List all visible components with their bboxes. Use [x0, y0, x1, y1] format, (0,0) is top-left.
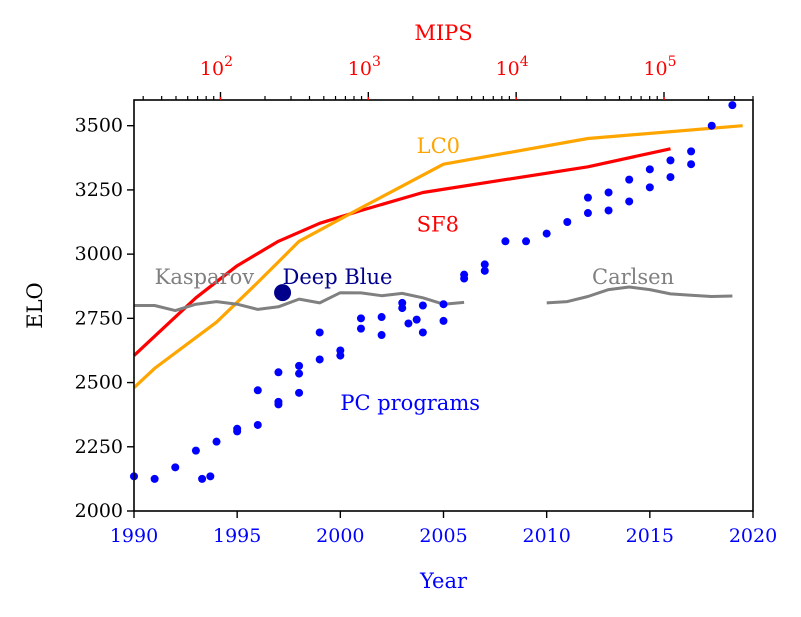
- pc-programs-point: [295, 369, 304, 378]
- kasparov-label: Kasparov: [155, 265, 255, 289]
- top-axis-title: MIPS: [414, 21, 472, 45]
- pc-programs-point: [295, 388, 304, 397]
- top-tick-exponent: 3: [372, 54, 381, 70]
- top-tick-label: 105: [643, 54, 676, 80]
- top-tick-base: 10: [348, 58, 372, 80]
- y-tick-label: 2000: [75, 500, 123, 522]
- x-tick-label: 2010: [522, 525, 570, 547]
- carlsen-line: [546, 285, 733, 305]
- x-tick-label: 2000: [316, 525, 364, 547]
- pc-programs-point: [480, 260, 489, 269]
- pc-programs-point: [439, 316, 448, 325]
- pc-programs-point: [645, 165, 654, 174]
- lc0-label: LC0: [417, 134, 460, 158]
- pc-programs-point: [274, 397, 283, 406]
- x-tick-label: 2005: [419, 525, 467, 547]
- pc-programs-point: [563, 218, 572, 227]
- pc-programs-point: [336, 346, 345, 355]
- kasparov-line: [134, 291, 465, 313]
- x-tick-label: 2015: [626, 525, 674, 547]
- pc-programs-point: [233, 424, 242, 433]
- sf8-label: SF8: [417, 212, 459, 236]
- carlsen-label: Carlsen: [592, 265, 674, 289]
- x-tick-label: 2020: [729, 525, 777, 547]
- y-axis-title: ELO: [23, 282, 47, 329]
- pc-programs-label: PC programs: [340, 391, 480, 415]
- y-tick-label: 2750: [75, 307, 123, 329]
- sf8-line: [132, 147, 671, 357]
- pc-programs-point: [645, 183, 654, 192]
- pc-programs-point: [191, 446, 200, 455]
- pc-programs-point: [687, 160, 696, 169]
- pc-programs-point: [583, 193, 592, 202]
- pc-programs-point: [666, 156, 675, 165]
- pc-programs-point: [460, 270, 469, 279]
- pc-programs-point: [206, 472, 215, 481]
- pc-programs-point: [583, 209, 592, 218]
- x-tick-label: 1995: [213, 525, 261, 547]
- pc-programs-point: [604, 188, 613, 197]
- plot-area: Kasparov Deep Blue Carlsen LC0 SF8 PC program…: [130, 101, 743, 483]
- top-tick-exponent: 5: [668, 54, 677, 70]
- x-axis-title: Year: [419, 569, 468, 593]
- top-tick-base: 10: [496, 58, 520, 80]
- pc-programs-point: [707, 121, 716, 130]
- y-tick-label: 3000: [75, 243, 123, 265]
- pc-programs-point: [501, 237, 510, 246]
- deep-blue-marker: [274, 284, 292, 302]
- y-tick-label: 3500: [75, 115, 123, 137]
- pc-programs-point: [480, 266, 489, 275]
- pc-programs-point: [439, 300, 448, 309]
- pc-programs-point: [418, 328, 427, 337]
- top-tick-label: 102: [200, 54, 233, 80]
- pc-programs-point: [377, 313, 386, 322]
- y-tick-label: 2500: [75, 372, 123, 394]
- top-tick-label: 104: [496, 54, 529, 80]
- pc-programs-point: [171, 463, 180, 472]
- pc-programs-point: [604, 206, 613, 215]
- top-tick-base: 10: [643, 58, 667, 80]
- pc-programs-point: [625, 175, 634, 184]
- pc-programs-point: [522, 237, 531, 246]
- pc-programs-point: [253, 386, 262, 395]
- y-tick-label: 2250: [75, 436, 123, 458]
- top-tick-base: 10: [200, 58, 224, 80]
- lc0-line: [132, 124, 743, 389]
- pc-programs-point: [295, 361, 304, 370]
- pc-programs-point: [687, 147, 696, 156]
- pc-programs-point: [315, 355, 324, 364]
- pc-programs-point: [212, 437, 221, 446]
- pc-programs-point: [356, 314, 365, 323]
- pc-programs-point: [150, 474, 159, 483]
- pc-programs-point: [412, 315, 421, 324]
- pc-programs-point: [198, 474, 207, 483]
- top-tick-exponent: 2: [224, 54, 233, 70]
- top-tick-label: 103: [348, 54, 381, 80]
- pc-programs-point: [356, 324, 365, 333]
- pc-programs-point: [625, 197, 634, 206]
- pc-programs-point: [398, 298, 407, 307]
- pc-programs-point: [315, 328, 324, 337]
- y-tick-label: 3250: [75, 179, 123, 201]
- pc-programs-point: [253, 420, 262, 429]
- pc-programs-point: [666, 173, 675, 182]
- top-tick-exponent: 4: [520, 54, 529, 70]
- pc-programs-point: [377, 331, 386, 340]
- pc-programs-point: [418, 301, 427, 310]
- pc-programs-point: [274, 368, 283, 377]
- x-tick-label: 1990: [110, 525, 158, 547]
- pc-programs-point: [404, 319, 413, 328]
- deep-blue-label: Deep Blue: [283, 265, 393, 289]
- pc-programs-point: [728, 101, 737, 110]
- pc-programs-point: [542, 229, 551, 238]
- axes: 1990 1995 2000 2005 2010 2015 2020 2000 2250 2500…: [23, 21, 777, 593]
